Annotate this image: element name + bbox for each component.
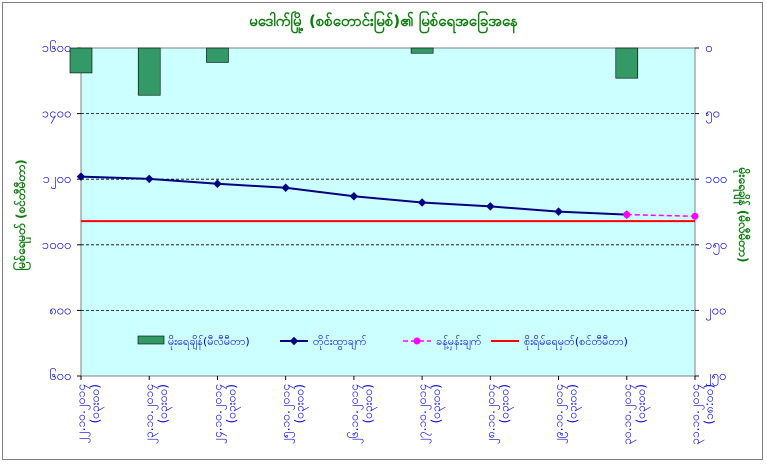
x-time-label: (၁၈:၀၀) (702, 384, 716, 425)
forecast-point (691, 212, 699, 220)
legend-label-forecast: ခန့်မှန်းချက် (436, 335, 482, 350)
x-time-label: (၀၃း၀၀) (634, 384, 651, 423)
x-time-label: (၀၃း၀၀) (224, 384, 241, 423)
legend-marker-forecast (413, 337, 421, 345)
right-tick-label: ၀ (705, 41, 712, 56)
right-tick-label: ၁၅၀ (705, 238, 727, 255)
observed-point (213, 179, 222, 189)
legend-label-observed: တိုင်းထွာချက် (313, 335, 367, 350)
right-tick-label: ၂၅၀ (705, 369, 726, 386)
x-date-label: ၂၂.၁၀.၂၀၁၄ (74, 384, 91, 443)
observed-point (417, 198, 427, 207)
left-tick-label: ၈၀၀ (49, 303, 71, 318)
x-time-label: (၀၃း၀၀) (156, 384, 173, 423)
forecast-line (626, 213, 696, 218)
rainfall-bar (410, 47, 434, 54)
observed-point (281, 183, 290, 192)
chart-title: မဒေါက်မြို့ (စစ်တောင်းမြစ်)၏ မြစ်ရေအခြေအ… (249, 12, 518, 30)
plot-area (80, 47, 696, 377)
x-date-label: ၂၄.၁၀.၂၀၁၄ (210, 384, 227, 444)
observed-point (486, 202, 495, 211)
right-tick-label: ၅၀ (705, 107, 720, 124)
x-date-label: ၂၃.၁၀.၂၀၁၄ (142, 384, 159, 444)
left-tick-label: ၁၀၀၀ (42, 238, 71, 253)
x-time-label: (၀၃း၀၀) (429, 384, 446, 423)
x-date-label: ၂၆.၁၀.၂၀၁၄ (346, 384, 364, 444)
chart-border (2, 2, 763, 460)
left-tick-label: ၁၂၀၀ (43, 172, 71, 189)
rainfall-bar (615, 47, 639, 79)
x-time-label: (၀၃း၀၀) (88, 384, 105, 423)
legend-label-warning: စိုးရိမ်ရေမှတ်(စင်တီမီတာ) (524, 335, 628, 350)
x-date-label: ၂၇.၁၀.၂၀၁၄ (415, 384, 432, 444)
x-time-label: (၀၃း၀၀) (293, 384, 310, 423)
left-tick-label: ၁၆၀၀ (42, 40, 71, 56)
rainfall-bar (137, 47, 161, 96)
forecast-point (623, 211, 631, 219)
left-tick-label: ၆၀၀ (49, 368, 71, 384)
rainfall-bar (69, 47, 93, 74)
legend-marker-observed (289, 336, 299, 346)
observed-point (144, 174, 154, 184)
x-time-label: (၀၃း၀၀) (566, 384, 583, 423)
right-tick-label: ၁၀၀ (705, 172, 727, 187)
x-date-label: ၂၅.၁၀.၂၀၁၄ (279, 384, 296, 444)
right-tick-label: ၂၀၀ (705, 303, 726, 320)
x-time-label: (၀၃း၀၀) (361, 384, 378, 423)
x-date-label: ၃၁.၁၀.၂၀၁၄ (688, 384, 705, 445)
x-date-label: ၂၉.၁၀.၂၀၁၄ (552, 384, 569, 444)
x-date-label: ၂၈.၁၀.၂၀၁၄ (483, 384, 500, 444)
x-date-label: ၃၀.၁၀.၂၀၁၄ (620, 384, 637, 445)
x-time-label: (၀၃း၀၀) (497, 384, 514, 423)
legend-swatch-rainfall (137, 335, 165, 345)
legend-label-rainfall: မိုးရေချိန်(မီလီမီတာ) (168, 335, 250, 350)
left-tick-label: ၁၄၀၀ (42, 107, 71, 124)
observed-point (76, 172, 86, 181)
observed-point (349, 192, 359, 201)
rainfall-bar (206, 47, 229, 63)
